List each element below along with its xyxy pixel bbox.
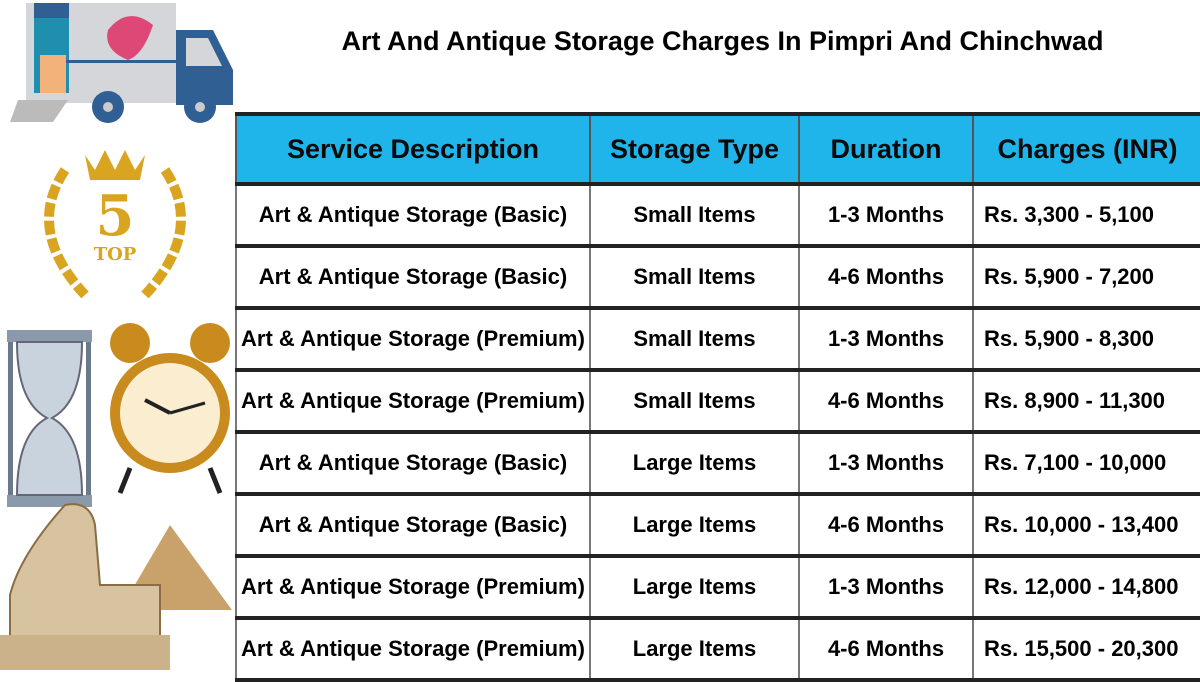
header-storage-type: Storage Type bbox=[589, 112, 799, 186]
cell-duration: 4-6 Months bbox=[798, 494, 973, 558]
alarm-clock-icon bbox=[110, 323, 230, 494]
cell-service-description: Art & Antique Storage (Basic) bbox=[235, 494, 590, 558]
cell-storage-type: Large Items bbox=[589, 432, 799, 496]
table-row: Art & Antique Storage (Basic) Small Items… bbox=[235, 184, 1200, 248]
header-duration: Duration bbox=[798, 112, 973, 186]
cell-charges: Rs. 12,000 - 14,800 bbox=[972, 556, 1200, 620]
cell-charges: Rs. 7,100 - 10,000 bbox=[972, 432, 1200, 496]
table-row: Art & Antique Storage (Basic) Large Items… bbox=[235, 432, 1200, 496]
cell-service-description: Art & Antique Storage (Premium) bbox=[235, 308, 590, 372]
cell-charges: Rs. 5,900 - 8,300 bbox=[972, 308, 1200, 372]
cell-charges: Rs. 10,000 - 13,400 bbox=[972, 494, 1200, 558]
table-row: Art & Antique Storage (Basic) Small Items… bbox=[235, 246, 1200, 310]
cell-storage-type: Large Items bbox=[589, 556, 799, 620]
badge-text: TOP bbox=[94, 244, 137, 265]
table-row: Art & Antique Storage (Premium) Large Ite… bbox=[235, 556, 1200, 620]
cell-duration: 1-3 Months bbox=[798, 184, 973, 248]
cell-service-description: Art & Antique Storage (Premium) bbox=[235, 618, 590, 682]
badge-number: 5 bbox=[96, 183, 135, 249]
cell-service-description: Art & Antique Storage (Premium) bbox=[235, 556, 590, 620]
cell-charges: Rs. 15,500 - 20,300 bbox=[972, 618, 1200, 682]
table-header-row: Service Description Storage Type Duratio… bbox=[235, 112, 1200, 186]
moving-truck-icon bbox=[10, 3, 233, 123]
cell-storage-type: Small Items bbox=[589, 308, 799, 372]
cell-duration: 4-6 Months bbox=[798, 370, 973, 434]
table-row: Art & Antique Storage (Basic) Large Items… bbox=[235, 494, 1200, 558]
table-row: Art & Antique Storage (Premium) Small Ite… bbox=[235, 308, 1200, 372]
sphinx-pyramid-icon bbox=[0, 503, 232, 670]
cell-storage-type: Small Items bbox=[589, 370, 799, 434]
cell-duration: 4-6 Months bbox=[798, 246, 973, 310]
cell-service-description: Art & Antique Storage (Basic) bbox=[235, 432, 590, 496]
cell-storage-type: Large Items bbox=[589, 494, 799, 558]
hourglass-icon bbox=[7, 330, 92, 507]
cell-storage-type: Large Items bbox=[589, 618, 799, 682]
header-charges: Charges (INR) bbox=[972, 112, 1200, 186]
top-5-laurel-badge-icon: 5 TOP bbox=[44, 150, 186, 299]
cell-service-description: Art & Antique Storage (Premium) bbox=[235, 370, 590, 434]
cell-duration: 1-3 Months bbox=[798, 556, 973, 620]
table-row: Art & Antique Storage (Premium) Large Ite… bbox=[235, 618, 1200, 682]
cell-charges: Rs. 3,300 - 5,100 bbox=[972, 184, 1200, 248]
header-service-description: Service Description bbox=[235, 112, 590, 186]
cell-duration: 1-3 Months bbox=[798, 432, 973, 496]
table-row: Art & Antique Storage (Premium) Small Ite… bbox=[235, 370, 1200, 434]
storage-charges-table: Service Description Storage Type Duratio… bbox=[235, 112, 1200, 682]
cell-duration: 4-6 Months bbox=[798, 618, 973, 682]
cell-charges: Rs. 5,900 - 7,200 bbox=[972, 246, 1200, 310]
page-title: Art And Antique Storage Charges In Pimpr… bbox=[341, 26, 1104, 56]
cell-service-description: Art & Antique Storage (Basic) bbox=[235, 184, 590, 248]
cell-duration: 1-3 Months bbox=[798, 308, 973, 372]
cell-service-description: Art & Antique Storage (Basic) bbox=[235, 246, 590, 310]
cell-storage-type: Small Items bbox=[589, 184, 799, 248]
cell-storage-type: Small Items bbox=[589, 246, 799, 310]
cell-charges: Rs. 8,900 - 11,300 bbox=[972, 370, 1200, 434]
